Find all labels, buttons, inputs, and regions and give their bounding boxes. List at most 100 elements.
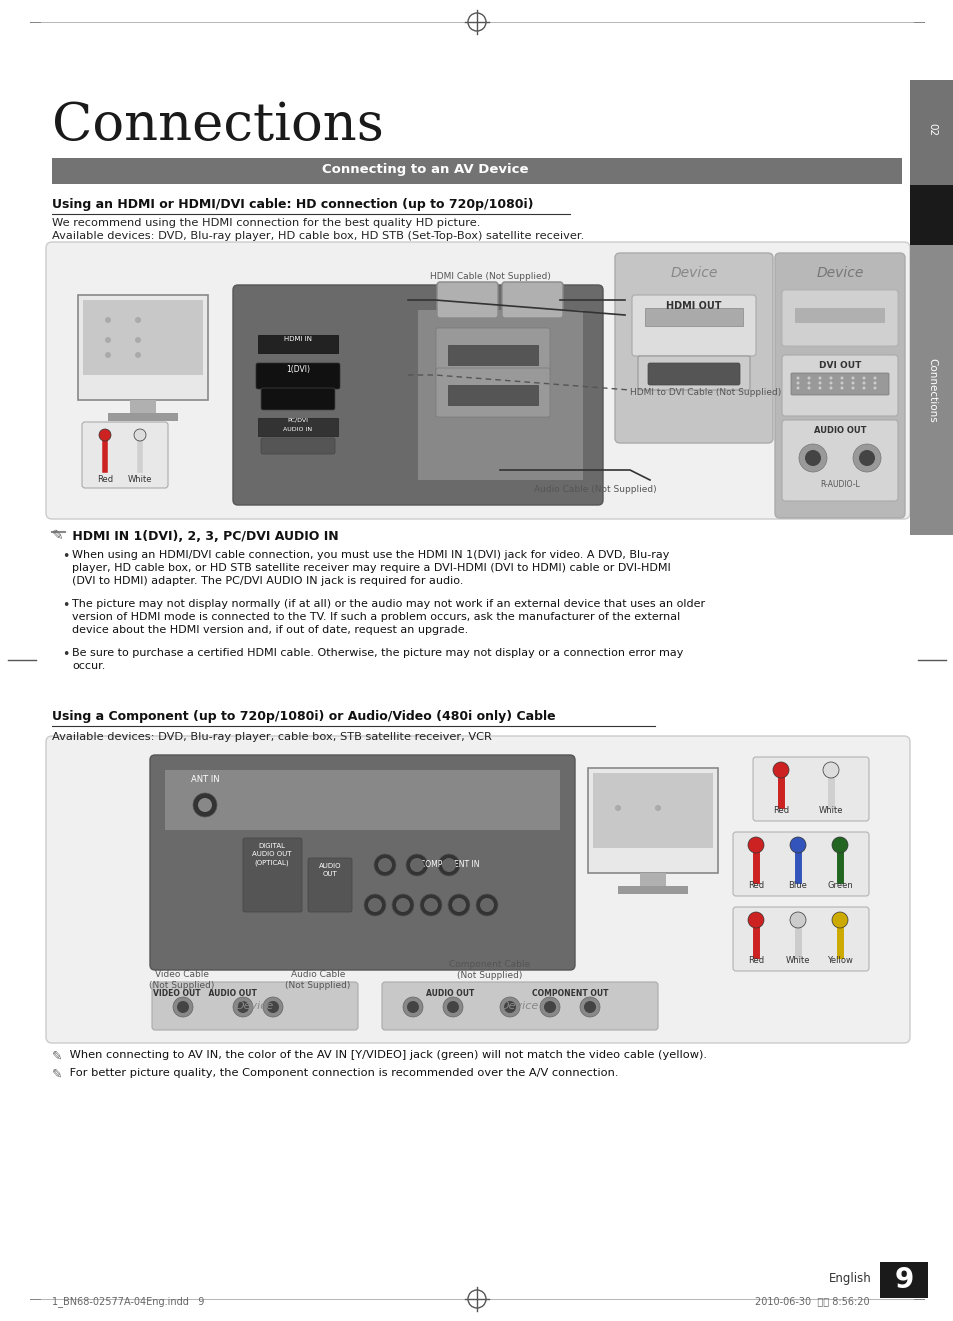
Circle shape [851,382,854,384]
Bar [639,873,665,888]
Text: ✎: ✎ [52,528,64,543]
Text: AUDIO
OUT: AUDIO OUT [318,863,341,877]
Text: Be sure to purchase a certified HDMI cable. Otherwise, the picture may not displ: Be sure to purchase a certified HDMI cab… [71,649,682,658]
Circle shape [419,894,441,915]
Circle shape [873,382,876,384]
Circle shape [452,898,465,911]
Text: 9: 9 [893,1266,913,1295]
Text: COMPONENT IN: COMPONENT IN [420,860,479,869]
FancyBboxPatch shape [436,328,550,376]
Circle shape [172,997,193,1017]
Circle shape [840,376,842,379]
FancyBboxPatch shape [781,355,897,416]
Circle shape [105,317,111,324]
Text: HDMI to DVI Cable (Not Supplied): HDMI to DVI Cable (Not Supplied) [629,388,781,398]
Circle shape [447,1001,458,1013]
Text: The picture may not display normally (if at all) or the audio may not work if an: The picture may not display normally (if… [71,598,704,609]
Text: We recommend using the HDMI connection for the best quality HD picture.: We recommend using the HDMI connection f… [52,218,480,229]
Circle shape [583,1001,596,1013]
FancyBboxPatch shape [501,281,562,318]
Text: AUDIO OUT: AUDIO OUT [813,425,865,435]
Circle shape [364,894,386,915]
Text: VIDEO OUT   AUDIO OUT: VIDEO OUT AUDIO OUT [152,989,256,997]
Text: AUDIO OUT: AUDIO OUT [425,989,474,997]
FancyBboxPatch shape [774,254,904,518]
Circle shape [579,997,599,1017]
Bar [108,413,178,421]
Text: HDMI Cable (Not Supplied): HDMI Cable (Not Supplied) [429,272,550,281]
Circle shape [851,376,854,379]
FancyBboxPatch shape [781,291,897,346]
Text: Using an HDMI or HDMI/DVI cable: HD connection (up to 720p/1080i): Using an HDMI or HDMI/DVI cable: HD conn… [52,198,533,211]
Bar [130,400,156,415]
FancyBboxPatch shape [615,254,772,443]
Text: •: • [62,598,70,612]
Text: White: White [785,956,809,966]
Bar [257,336,337,353]
Circle shape [804,450,821,466]
Text: Connections: Connections [926,358,936,423]
Circle shape [476,894,497,915]
Text: ANT IN: ANT IN [191,775,219,783]
Text: DIGITAL
AUDIO OUT
(OPTICAL): DIGITAL AUDIO OUT (OPTICAL) [252,843,292,865]
Text: HDMI OUT: HDMI OUT [665,301,721,310]
Circle shape [499,997,519,1017]
FancyBboxPatch shape [46,242,909,519]
Circle shape [806,382,810,384]
Text: Connecting to an AV Device: Connecting to an AV Device [321,162,528,176]
Text: Red: Red [747,881,763,890]
Bar [909,244,953,535]
Circle shape [442,997,462,1017]
Circle shape [402,997,422,1017]
FancyBboxPatch shape [261,388,335,410]
Text: HDMI IN 1(DVI), 2, 3, PC/DVI AUDIO IN: HDMI IN 1(DVI), 2, 3, PC/DVI AUDIO IN [68,530,338,543]
Circle shape [840,387,842,390]
Circle shape [831,911,847,927]
Circle shape [747,838,763,853]
Circle shape [818,387,821,390]
Circle shape [828,376,832,379]
Circle shape [479,898,494,911]
Text: English: English [828,1272,871,1285]
Circle shape [233,997,253,1017]
Circle shape [852,444,880,472]
Circle shape [822,762,838,778]
Circle shape [377,859,392,872]
Text: player, HD cable box, or HD STB satellite receiver may require a DVI-HDMI (DVI t: player, HD cable box, or HD STB satellit… [71,563,670,573]
Circle shape [423,898,437,911]
Text: Blue: Blue [788,881,806,890]
Circle shape [105,337,111,343]
Text: Red: Red [747,956,763,966]
Circle shape [406,853,428,876]
Bar [587,768,718,873]
FancyBboxPatch shape [436,281,497,318]
Text: DVI OUT: DVI OUT [818,361,861,370]
Circle shape [796,376,799,379]
Circle shape [806,387,810,390]
Circle shape [133,429,146,441]
FancyBboxPatch shape [150,756,575,970]
Circle shape [806,376,810,379]
Text: ✎: ✎ [52,1067,63,1081]
FancyBboxPatch shape [255,363,339,388]
Circle shape [395,898,410,911]
Bar [83,300,203,375]
Circle shape [543,1001,556,1013]
Text: Connections: Connections [52,100,383,151]
Circle shape [831,838,847,853]
Text: Device: Device [670,266,717,280]
Circle shape [437,853,459,876]
FancyBboxPatch shape [732,908,868,971]
Text: COMPONENT OUT: COMPONENT OUT [531,989,608,997]
Text: 1(DVI): 1(DVI) [286,365,310,374]
FancyBboxPatch shape [781,420,897,501]
Circle shape [177,1001,189,1013]
Text: PC/DVI: PC/DVI [287,417,308,423]
Text: Available devices: DVD, Blu-ray player, cable box, STB satellite receiver, VCR: Available devices: DVD, Blu-ray player, … [52,732,492,742]
Text: R-AUDIO-L: R-AUDIO-L [820,480,859,489]
Text: Red: Red [772,806,788,815]
Text: •: • [62,550,70,563]
Circle shape [374,853,395,876]
Bar [448,345,537,365]
Circle shape [135,337,141,343]
